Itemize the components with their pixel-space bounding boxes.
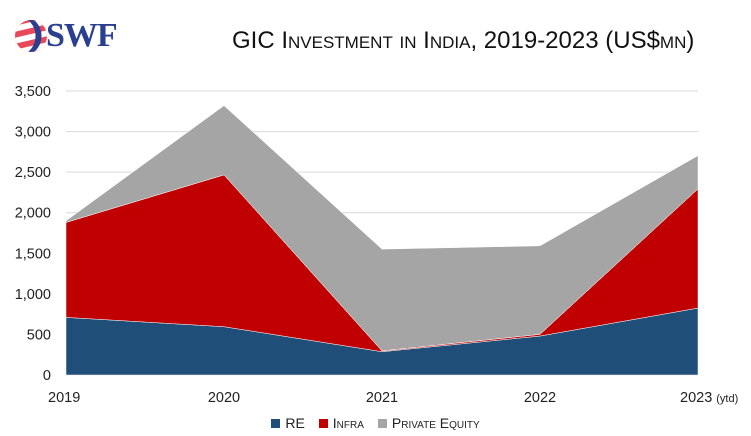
legend-item-private-equity: Private Equity — [377, 415, 480, 431]
x-tick-label: 2022 — [524, 390, 556, 406]
legend-swatch — [377, 418, 387, 428]
legend-item-re: RE — [271, 415, 305, 431]
legend-swatch — [271, 418, 281, 428]
swf-logo-text: SWF — [46, 17, 118, 54]
legend-label: RE — [285, 415, 305, 431]
x-tick-label: 2023 (ytd) — [680, 390, 738, 406]
chart-title: GIC Investment in India, 2019-2023 (US$m… — [232, 27, 695, 54]
y-tick-label: 3,500 — [15, 84, 51, 100]
legend-label: Infra — [332, 415, 364, 431]
x-tick-label: 2019 — [48, 390, 80, 406]
x-tick-label: 2021 — [366, 390, 398, 406]
y-tick-label: 1,500 — [15, 246, 51, 262]
area-private-equity — [65, 105, 699, 352]
y-tick-label: 500 — [27, 327, 51, 343]
y-tick-label: 2,000 — [15, 206, 51, 222]
legend-label: Private Equity — [391, 415, 480, 431]
x-tick-label: 2020 — [208, 390, 240, 406]
y-tick-label: 0 — [43, 368, 51, 384]
y-tick-label: 2,500 — [15, 165, 51, 181]
swf-globe-icon — [15, 20, 47, 52]
y-tick-label: 3,000 — [15, 125, 51, 141]
swf-logo: SWF — [14, 16, 118, 56]
legend-item-infra: Infra — [318, 415, 364, 431]
legend-swatch — [318, 418, 328, 428]
legend: RE Infra Private Equity — [0, 415, 751, 431]
x-tick-suffix: (ytd) — [716, 393, 738, 405]
y-tick-label: 1,000 — [15, 287, 51, 303]
